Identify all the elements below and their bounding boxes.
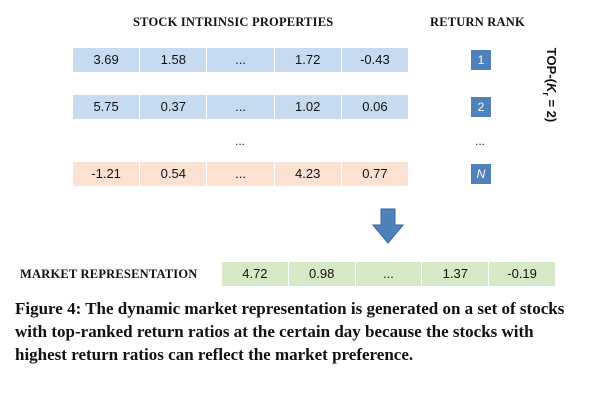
stock-row-n: -1.21 0.54 ... 4.23 0.77: [73, 162, 409, 186]
property-cell: 4.23: [274, 162, 342, 186]
property-cell: 5.75: [73, 95, 141, 119]
property-cell: 0.37: [140, 95, 208, 119]
property-cell: -1.21: [73, 162, 141, 186]
market-cell: 0.98: [288, 262, 356, 286]
property-cell: 1.02: [274, 95, 342, 119]
property-cell: 0.54: [140, 162, 208, 186]
figure-caption: Figure 4: The dynamic market representat…: [15, 299, 565, 364]
property-cell: -0.43: [341, 48, 409, 72]
property-cell: 0.06: [341, 95, 409, 119]
market-cell: ...: [355, 262, 423, 286]
market-representation-row: 4.72 0.98 ... 1.37 -0.19: [222, 262, 555, 286]
down-arrow-icon: [372, 208, 404, 244]
market-cell: 4.72: [222, 262, 289, 286]
top-k-label: TOP-(Kr = 2): [541, 48, 559, 122]
stock-row-1: 3.69 1.58 ... 1.72 -0.43: [73, 48, 409, 72]
rank-badge-n: N: [471, 164, 491, 184]
stock-row-2: 5.75 0.37 ... 1.02 0.06: [73, 95, 409, 119]
market-cell: -0.19: [489, 262, 555, 286]
rank-badge-1: 1: [471, 50, 491, 70]
market-cell: 1.37: [422, 262, 490, 286]
property-cell: ...: [207, 162, 275, 186]
property-cell: 0.77: [341, 162, 409, 186]
top-k-suffix: = 2): [543, 95, 559, 123]
rank-header: RETURN RANK: [430, 15, 525, 29]
rank-ellipsis: ...: [475, 134, 486, 148]
top-k-prefix: TOP-(: [543, 47, 559, 83]
property-cell: 3.69: [73, 48, 141, 72]
rows-ellipsis: ...: [235, 134, 246, 148]
property-cell: ...: [207, 48, 275, 72]
top-k-var: K: [543, 82, 559, 93]
market-representation-label: MARKET REPRESENTATION: [20, 267, 198, 281]
property-cell: ...: [207, 95, 275, 119]
properties-header: STOCK INTRINSIC PROPERTIES: [133, 15, 334, 29]
property-cell: 1.72: [274, 48, 342, 72]
property-cell: 1.58: [140, 48, 208, 72]
rank-badge-2: 2: [471, 97, 491, 117]
